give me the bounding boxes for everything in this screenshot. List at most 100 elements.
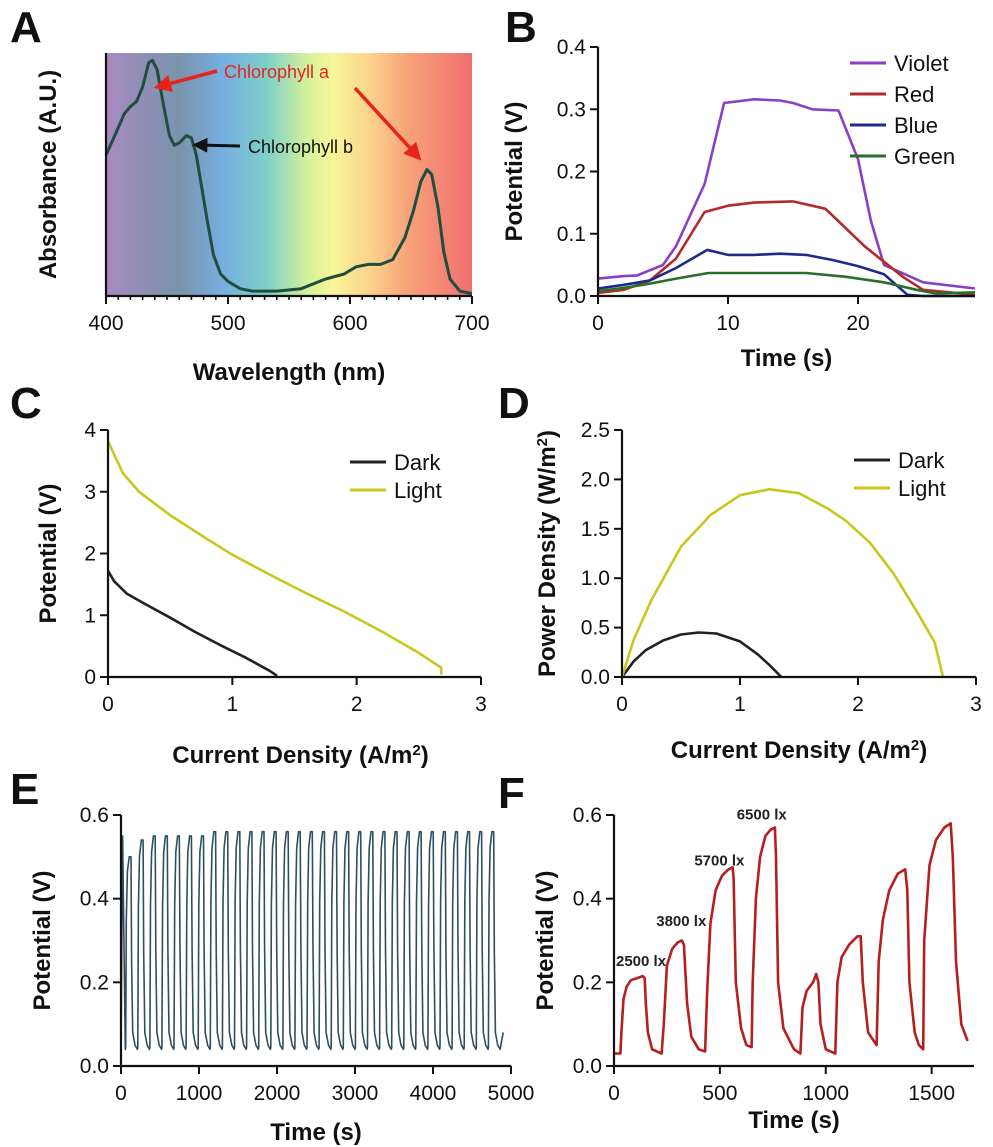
panel-c-x-title-sup: 2 <box>412 742 420 759</box>
panel-b-x-tick-label: 10 <box>716 312 739 335</box>
panel-letter-e: E <box>10 765 39 814</box>
panel-e-cycling-chart: 0 1000 2000 3000 4000 5000 0.0 0.2 0.4 0.6 Time (s… <box>29 804 534 1146</box>
panel-a-x-tick-label: 600 <box>332 312 367 335</box>
chlorophyll-b-label: Chlorophyll b <box>248 137 353 157</box>
panel-d-y-tick-label: 1.5 <box>581 518 610 541</box>
panel-a-x-tick-label: 700 <box>454 312 489 335</box>
panel-b-y-tick-label: 0.4 <box>557 36 587 59</box>
panel-f-y-title: Potential (V) <box>532 870 559 1010</box>
panel-b-legend-label-green: Green <box>894 144 955 169</box>
panel-b-y-tick-label: 0.0 <box>557 285 586 308</box>
panel-f-x-title: Time (s) <box>748 1107 840 1134</box>
panel-d-legend-label-dark: Dark <box>898 448 945 473</box>
panel-f-y-tick-label: 0.0 <box>573 1055 602 1078</box>
panel-c-y-tick-label: 3 <box>84 481 96 504</box>
panel-f-illuminance-chart: 0 500 1000 1500 0.0 0.2 0.4 0.6 Time (s) Potentia… <box>532 804 974 1134</box>
panel-e-y-tick-label: 0.0 <box>80 1055 109 1078</box>
panel-f-x-tick-label: 1000 <box>802 1082 849 1105</box>
panel-a-x-title-text: Wavelength (nm) <box>193 359 385 386</box>
panel-c-y-tick-label: 2 <box>84 543 96 566</box>
panel-f-annotation: 6500 lx <box>737 806 788 823</box>
panel-f-annotation: 2500 lx <box>616 953 667 970</box>
panel-e-x-title-text: Time (s) <box>270 1119 362 1146</box>
panel-d-x-tick-label: 0 <box>616 693 628 716</box>
panel-c-x-tick-label: 3 <box>475 693 487 716</box>
chlorophyll-a-label: Chlorophyll a <box>224 62 330 82</box>
panel-d-series-dark <box>620 631 783 678</box>
panel-c-legend-label-dark: Dark <box>394 450 441 475</box>
panel-letter-c: C <box>10 379 42 428</box>
panel-e-series-line <box>120 830 504 1051</box>
panel-a-y-title: Absorbance (A.U.) <box>35 70 62 279</box>
panel-c-y-title: Potential (V) <box>35 483 62 623</box>
panel-d-x-tick-label: 2 <box>852 693 864 716</box>
panel-d-legend-label-light: Light <box>898 476 946 501</box>
panel-letter-a: A <box>10 3 42 52</box>
panel-d-y-tick-label: 2.0 <box>581 468 610 491</box>
panel-b-legend-label-violet: Violet <box>894 51 949 76</box>
panel-b-series-violet <box>597 98 976 290</box>
panel-e-x-tick-label: 5000 <box>488 1082 535 1105</box>
panel-b-y-title: Potential (V) <box>501 101 528 241</box>
panel-d-x-tick-label: 1 <box>734 693 746 716</box>
panel-a-spectrum-background <box>106 53 472 296</box>
panel-a-x-tick-label: 400 <box>88 312 123 335</box>
panel-e-x-tick-label: 2000 <box>254 1082 301 1105</box>
panel-d-x-title-end: ) <box>919 737 927 764</box>
panel-a-y-title-text: Absorbance (A.U.) <box>35 70 62 279</box>
panel-d-power-density-chart: 0 1 2 3 0.0 0.5 1.0 1.5 2.0 2.5 Current Density (A… <box>534 419 982 764</box>
panel-e-y-title: Potential (V) <box>29 870 56 1010</box>
panel-b-potential-chart: 0 10 20 0.0 0.1 0.2 0.3 0.4 Time (s) Potential (V… <box>501 36 976 372</box>
panel-e-y-tick-label: 0.6 <box>80 804 109 827</box>
panel-b-series-blue <box>597 248 975 298</box>
panel-b-y-title-text: Potential (V) <box>501 101 528 241</box>
panel-b-series-green <box>597 271 976 295</box>
panel-e-x-tick-label: 1000 <box>176 1082 223 1105</box>
panel-c-y-tick-label: 4 <box>84 419 96 442</box>
panel-c-series-dark <box>106 570 278 677</box>
panel-a-x-tick-label: 500 <box>210 312 245 335</box>
panel-c-series-light <box>106 440 443 675</box>
panel-a-series-line <box>104 58 473 296</box>
panel-d-y-tick-label: 2.5 <box>581 419 610 442</box>
panel-f-y-tick-label: 0.2 <box>573 971 602 994</box>
panel-e-y-title-text: Potential (V) <box>29 870 56 1010</box>
panel-d-x-tick-label: 3 <box>970 693 982 716</box>
panel-e-x-title: Time (s) <box>270 1119 362 1146</box>
panel-letter-f: F <box>498 769 525 818</box>
panel-e-y-tick-label: 0.2 <box>80 971 109 994</box>
panel-f-series-line <box>614 822 969 1055</box>
panel-f-y-title-text: Potential (V) <box>532 870 559 1010</box>
panel-f-y-tick-label: 0.6 <box>573 804 602 827</box>
panel-c-x-tick-label: 1 <box>226 693 238 716</box>
panel-c-y-tick-label: 1 <box>84 604 96 627</box>
panel-e-x-tick-label: 4000 <box>410 1082 457 1105</box>
panel-d-series-light <box>620 488 945 678</box>
panel-d-x-title-sup: 2 <box>911 737 919 754</box>
panel-c-x-title-end: ) <box>421 742 429 769</box>
panel-c-x-title: Current Density (A/m2) <box>172 742 428 770</box>
panel-b-legend-label-blue: Blue <box>894 113 938 138</box>
panel-d-y-title-sup: 2 <box>534 438 551 446</box>
panel-c-y-title-text: Potential (V) <box>35 483 62 623</box>
panel-letter-b: B <box>505 3 537 52</box>
panel-b-x-tick-label: 0 <box>592 312 604 335</box>
panel-b-x-tick-label: 20 <box>846 312 869 335</box>
panel-f-y-tick-label: 0.4 <box>573 888 603 911</box>
panel-d-y-tick-label: 0.5 <box>581 617 610 640</box>
panel-a-x-title: Wavelength (nm) <box>193 359 385 386</box>
panel-f-annotation: 5700 lx <box>694 852 745 869</box>
panel-b-y-tick-label: 0.3 <box>557 98 586 121</box>
panel-b-x-title: Time (s) <box>741 345 833 372</box>
panel-c-y-tick-label: 0 <box>84 666 96 689</box>
panel-f-x-title-text: Time (s) <box>748 1107 840 1134</box>
panel-d-y-tick-label: 1.0 <box>581 567 610 590</box>
panel-b-x-title-text: Time (s) <box>741 345 833 372</box>
panel-c-legend-label-light: Light <box>394 478 442 503</box>
panel-b-series-red <box>597 200 976 297</box>
panel-a-absorbance-chart: 400 500 600 700 Wavelength (nm) Absorbance (A… <box>35 53 490 386</box>
panel-c-x-tick-label: 2 <box>351 693 363 716</box>
chlorophyll-a-arrow-2 <box>353 86 422 161</box>
